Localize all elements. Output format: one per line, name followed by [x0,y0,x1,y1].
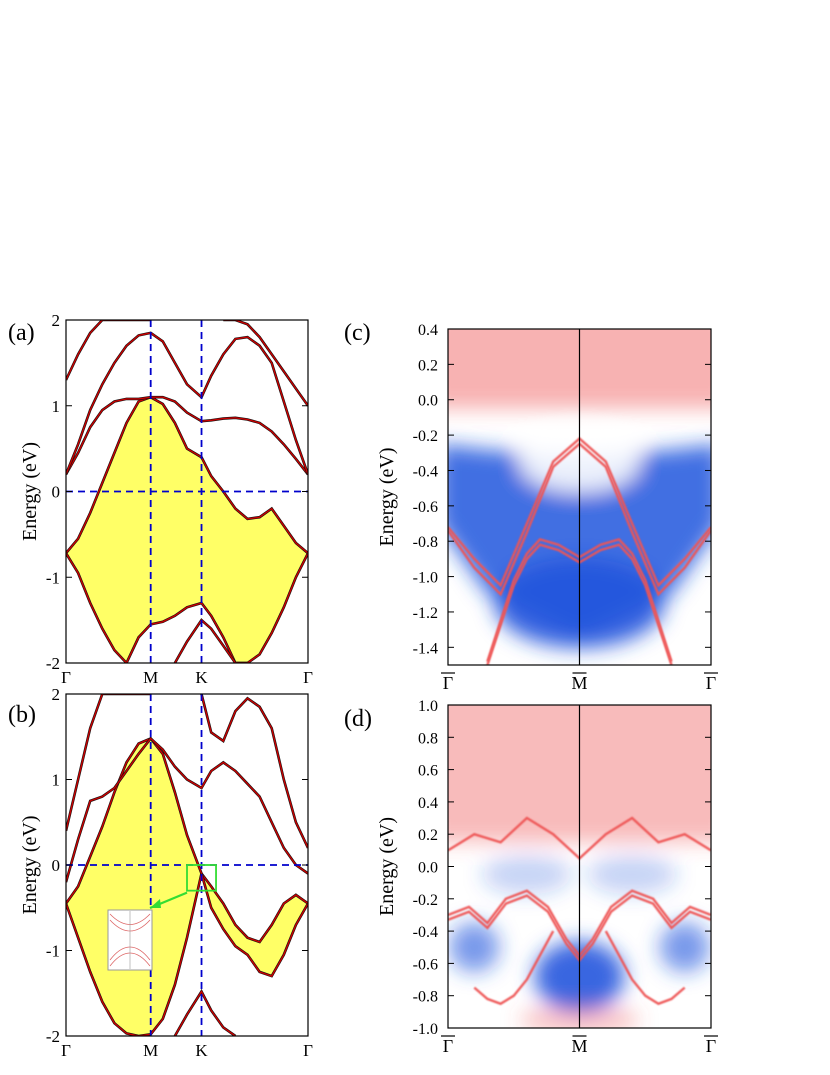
band-line-3 [223,320,308,407]
ytick-label: -1.2 [413,605,438,622]
ytick-label: -0.4 [413,463,438,480]
ytick-label: 0.0 [418,860,438,877]
panel-label-d: (d) [344,706,372,732]
kpoint-label: M [143,1041,158,1060]
ytick-label: 0.4 [418,795,438,812]
ytick-label: 0.4 [418,322,438,339]
band-edge-lower [66,873,308,1036]
panel-d: -1.0 -0.8 -0.6 -0.4 -0.2 0.0 0.2 0.4 0.6 0.8 1.0 Γ M… [376,698,718,1056]
band-edge-upper [66,737,308,943]
kpoint-label: K [195,1041,208,1060]
spectral-map [448,705,711,1028]
panel-label-a: (a) [8,320,35,346]
filled-region [66,397,308,663]
ytick-label: -1.0 [413,570,438,587]
ytick-label: -0.6 [413,956,438,973]
ytick-label: 0.2 [418,357,438,374]
ytick-label: -0.8 [413,534,438,551]
y-axis-label: Energy (eV) [19,442,41,541]
ytick-label: -0.6 [413,499,438,516]
spectral-map [448,329,711,665]
ytick-label: -1.4 [413,640,438,657]
ytick-label: 0.6 [418,763,438,780]
inset [107,909,153,971]
plot-area [66,320,308,663]
kpoint-label: Γ [443,673,453,693]
band-line-1 [66,694,151,831]
y-axis-label: Energy (eV) [376,817,398,916]
kpoint-label: Γ [443,1036,453,1056]
kpoint-label: Γ [303,1041,313,1060]
band-line-3 [174,990,236,1036]
ytick-label: -0.2 [413,428,438,445]
panel-label-b: (b) [8,702,36,728]
bulk-blue-left [449,922,500,973]
inset-arrow-head [150,899,161,908]
y-axis-label: Energy (eV) [19,815,41,914]
panel-c: -1.4 -1.2 -1.0 -0.8 -0.6 -0.4 -0.2 0.0 0.2 0.4 Γ M Γ… [376,322,718,693]
ytick-label: 0 [52,483,61,502]
panel-label-c: (c) [344,320,371,346]
kpoint-label: Γ [706,673,716,693]
kpoint-label: Γ [303,668,313,687]
plot-frame [447,328,712,666]
band-line-4 [174,619,248,663]
band-line-2 [200,694,308,849]
panel-b: -2 -1 0 1 2 Γ M K Γ Energy (eV) [19,685,313,1060]
ytick-label: -2 [46,1027,60,1046]
band-line-2 [66,320,151,381]
band-line-1 [66,332,308,475]
kpoint-label: K [195,668,208,687]
ytick-label: 0 [52,856,61,875]
kpoint-label: M [571,673,587,693]
bulk-blue-faint-left [481,854,572,895]
ytick-label: 0.0 [418,393,438,410]
ytick-label: 0.2 [418,827,438,844]
ytick-label: 2 [52,311,61,330]
ytick-label: 1 [52,771,61,790]
ytick-label: -0.4 [413,924,438,941]
ytick-label: 1.0 [418,698,438,715]
kpoint-label: M [143,668,158,687]
ytick-label: -0.2 [413,892,438,909]
surface-state-3 [604,930,686,1006]
ytick-label: 0.8 [418,730,438,747]
ytick-label: 2 [52,685,61,704]
surface-state-2 [473,930,555,1006]
band-line-dark-2 [200,694,308,849]
band-line-0 [66,396,308,475]
kpoint-label: Γ [61,668,71,687]
band-edge-upper [66,396,308,554]
ytick-label: -1 [46,942,60,961]
ytick-label: -0.8 [413,989,438,1006]
kpoint-label: Γ [706,1036,716,1056]
band-line-dark-3 [223,320,308,407]
panel-a: -2 -1 0 1 2 Γ M K Γ Energy (eV) [19,311,313,687]
bulk-blue-right [659,922,710,973]
inset-marker-box [186,864,217,892]
y-axis-label: Energy (eV) [376,447,398,546]
kpoint-label: Γ [61,1041,71,1060]
band-line-0 [66,737,308,883]
ytick-label: -2 [46,654,60,673]
ytick-label: -1.0 [413,1021,438,1038]
kpoint-label: M [571,1036,587,1056]
ytick-label: 1 [52,397,61,416]
bulk-blue-faint-right [587,854,678,895]
ytick-label: -1 [46,568,60,587]
band-edge-lower [66,552,308,663]
